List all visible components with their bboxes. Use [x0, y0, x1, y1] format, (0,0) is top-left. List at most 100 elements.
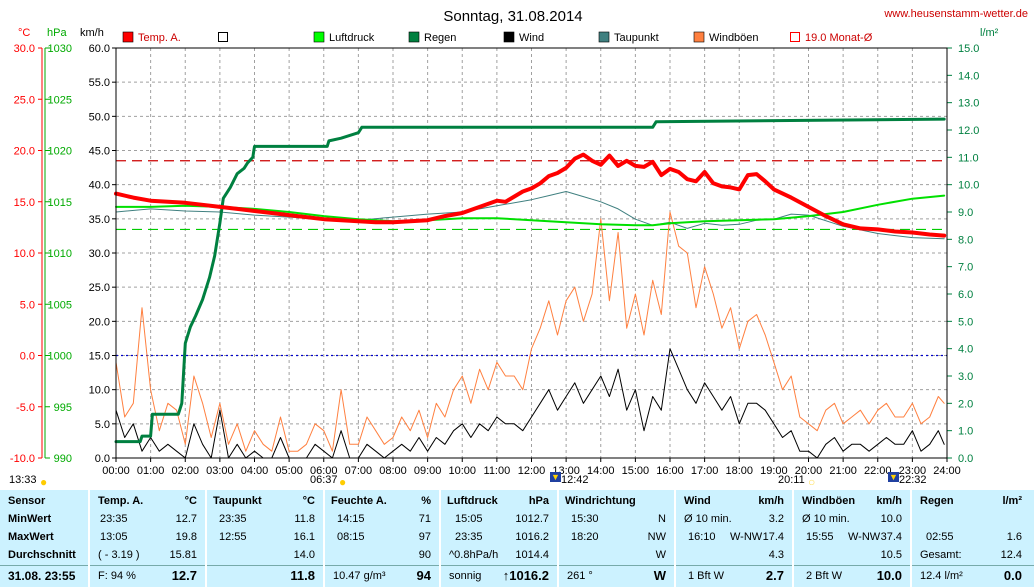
x-tick-label: 18:00: [725, 465, 753, 477]
press-unit: hPa: [528, 495, 549, 507]
pressure-tick-label: 1015: [48, 197, 72, 209]
gust-header: Windböen: [802, 495, 856, 507]
legend-label: Taupunkt: [614, 32, 659, 44]
row-label-avg: Durchschnitt: [8, 549, 76, 561]
temp-tick-label: 10.0: [14, 248, 35, 260]
pressure-tick-label: 1000: [48, 351, 72, 363]
wind-min-value: 3.2: [768, 513, 784, 525]
press-max-value: 1016.2: [515, 531, 549, 543]
rain-tick-label: 7.0: [958, 262, 973, 274]
dew-max-time: 12:55: [219, 531, 247, 543]
rain-tick-label: 11.0: [958, 152, 979, 164]
temp-humidity-note: F: 94 %: [98, 570, 136, 582]
x-tick-label: 03:00: [206, 465, 234, 477]
gust-current-value: 10.0: [876, 568, 902, 583]
dew-avg-value: 14.0: [293, 549, 315, 561]
x-tick-label: 00:00: [102, 465, 130, 477]
temp-tick-label: 30.0: [14, 43, 35, 55]
hum-min-time: 14:15: [337, 513, 365, 525]
wind-bft-note: 1 Bft W: [688, 570, 725, 582]
wind-tick-label: 5.0: [95, 419, 110, 431]
x-tick-label: 08:00: [379, 465, 407, 477]
temp-min-value: 12.7: [175, 513, 197, 525]
x-tick-label: 19:00: [760, 465, 788, 477]
reference-lines: [116, 160, 947, 357]
rain-tick-label: 0.0: [958, 453, 973, 465]
pressure-tick-label: 1005: [48, 299, 72, 311]
temp-tick-label: 25.0: [14, 94, 35, 106]
gust-max-time: 15:55: [806, 531, 834, 543]
dew-min-time: 23:35: [219, 513, 247, 525]
wind-max-direction: W-NW: [730, 531, 763, 543]
wind-tick-label: 10.0: [89, 385, 110, 397]
wind-tick-label: 25.0: [89, 282, 110, 294]
wind-tick-label: 55.0: [89, 77, 110, 89]
press-current-value: ↑1016.2: [502, 568, 549, 583]
stats-col-temp: Temp. A. °C 23:35 12.7 13:05 19.8 ( - 3.19 …: [90, 490, 207, 587]
rain-tick-label: 14.0: [958, 70, 979, 82]
gust-unit: km/h: [876, 495, 902, 507]
wind-tick-label: 0.0: [95, 453, 110, 465]
sunrise-time: 06:37: [310, 474, 338, 486]
x-tick-label: 20:00: [795, 465, 823, 477]
x-tick-label: 24:00: [933, 465, 961, 477]
x-tick-label: 10:00: [448, 465, 476, 477]
rain-total-label: Gesamt:: [920, 549, 962, 561]
stats-col-wind: Wind km/h Ø 10 min. 3.2 16:10 W-NW 17.4 4.3 …: [676, 490, 794, 587]
wind-min-label: Ø 10 min.: [684, 513, 732, 525]
dew-current-value: 11.8: [290, 568, 315, 583]
stats-col-dewpoint: Taupunkt °C 23:35 11.8 12:55 16.1 14.0 11.8: [207, 490, 325, 587]
x-tick-label: 21:00: [829, 465, 857, 477]
legend-label: Temp. A.: [138, 32, 181, 44]
chart-legend: Temp. A. Luftdruck Regen Wind Taupunkt Windbö…: [122, 31, 873, 44]
legend-swatch: [218, 32, 228, 42]
press-header: Luftdruck: [447, 495, 498, 507]
rain-unit: l/m²: [1002, 495, 1022, 507]
series-line-windb-en: [115, 211, 945, 452]
gust-avg-value: 10.5: [880, 549, 902, 561]
press-min-time: 15:05: [455, 513, 483, 525]
wind-tick-label: 40.0: [89, 180, 110, 192]
legend-swatch: [503, 31, 515, 43]
stats-col-gust: Windböen km/h Ø 10 min. 10.0 15:55 W-NW 37.4…: [794, 490, 912, 587]
row-label-min: MinWert: [8, 513, 52, 525]
unit-lm2: l/m²: [980, 27, 999, 39]
wind-avg-value: 4.3: [768, 549, 784, 561]
dir-min-time: 15:30: [571, 513, 599, 525]
chart-series: [114, 117, 947, 459]
pressure-tick-label: 1030: [48, 43, 72, 55]
temp-tick-label: -10.0: [10, 453, 35, 465]
temp-header: Temp. A.: [98, 495, 144, 507]
rain-tick-label: 2.0: [958, 398, 973, 410]
legend-label: Luftdruck: [329, 32, 375, 44]
dew-header: Taupunkt: [213, 495, 262, 507]
temp-current-value: 12.7: [171, 568, 197, 583]
chart-title: Sonntag, 31.08.2014: [443, 8, 582, 25]
temp-unit: °C: [184, 495, 197, 507]
rain-tick-label: 5.0: [958, 316, 973, 328]
gust-min-label: Ø 10 min.: [802, 513, 850, 525]
rain-tick-label: 9.0: [958, 207, 973, 219]
temp-tick-label: 15.0: [14, 197, 35, 209]
dir-max-value: NW: [647, 531, 666, 543]
x-tick-label: 12:00: [518, 465, 546, 477]
wind-header: Wind: [684, 495, 711, 507]
temp-max-value: 19.8: [175, 531, 197, 543]
press-avg-value: 1014.4: [515, 549, 549, 561]
x-tick-label: 11:00: [484, 465, 511, 477]
x-tick-label: 01:00: [137, 465, 165, 477]
x-tick-label: 09:00: [414, 465, 442, 477]
x-tick-label: 06:00: [310, 465, 338, 477]
moonset-icon: ▼: [888, 472, 899, 482]
gust-min-value: 10.0: [880, 513, 902, 525]
weather-chart: 00:00 01:00 02:00 03:00 04:00 05:00 06:00 07:00…: [10, 8, 1028, 477]
hum-unit: %: [421, 495, 431, 507]
stats-col-pressure: Luftdruck hPa 15:05 1012.7 23:35 1016.2 ^0.…: [441, 490, 559, 587]
moonrise-time: 13:33: [9, 474, 37, 486]
press-trend-note: ^0.8hPa/h: [449, 549, 499, 561]
rain-tick-label: 3.0: [958, 371, 973, 383]
x-tick-label: 07:00: [345, 465, 373, 477]
wind-tick-label: 45.0: [89, 146, 110, 158]
dew-unit: °C: [302, 495, 315, 507]
series-line-wind: [115, 348, 945, 459]
